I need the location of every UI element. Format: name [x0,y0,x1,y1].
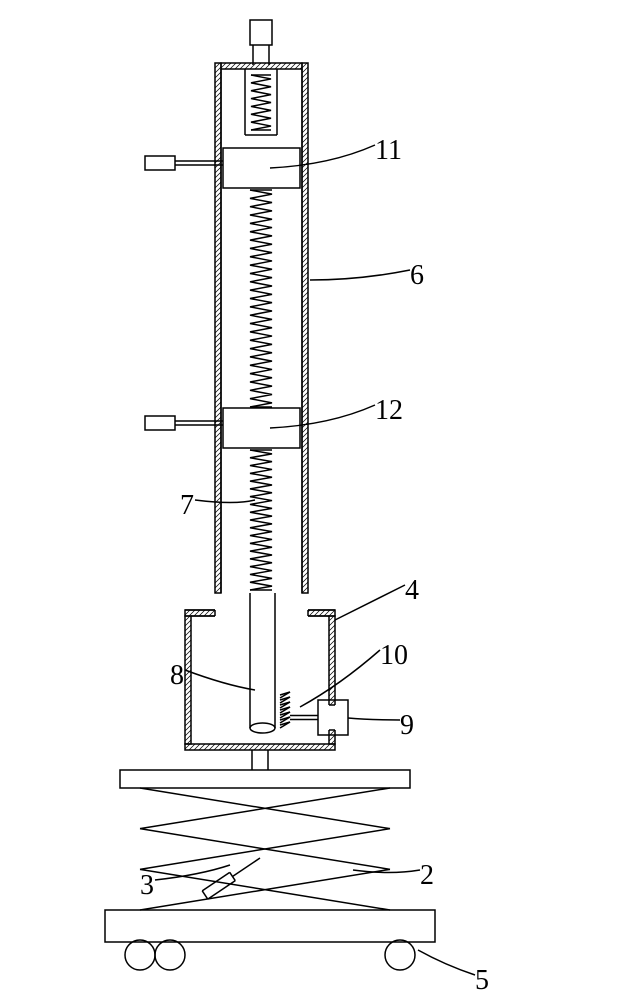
label-7: 7 [180,490,194,522]
label-4: 4 [405,575,419,607]
label-3: 3 [140,870,154,902]
label-6: 6 [410,260,424,292]
diagram-container: 11 6 12 7 4 8 10 9 3 2 5 [0,0,629,1000]
label-9: 9 [400,710,414,742]
technical-drawing [0,0,629,1000]
label-11: 11 [375,135,402,167]
label-10: 10 [380,640,408,672]
label-12: 12 [375,395,403,427]
label-8: 8 [170,660,184,692]
label-5: 5 [475,965,489,997]
label-2: 2 [420,860,434,892]
